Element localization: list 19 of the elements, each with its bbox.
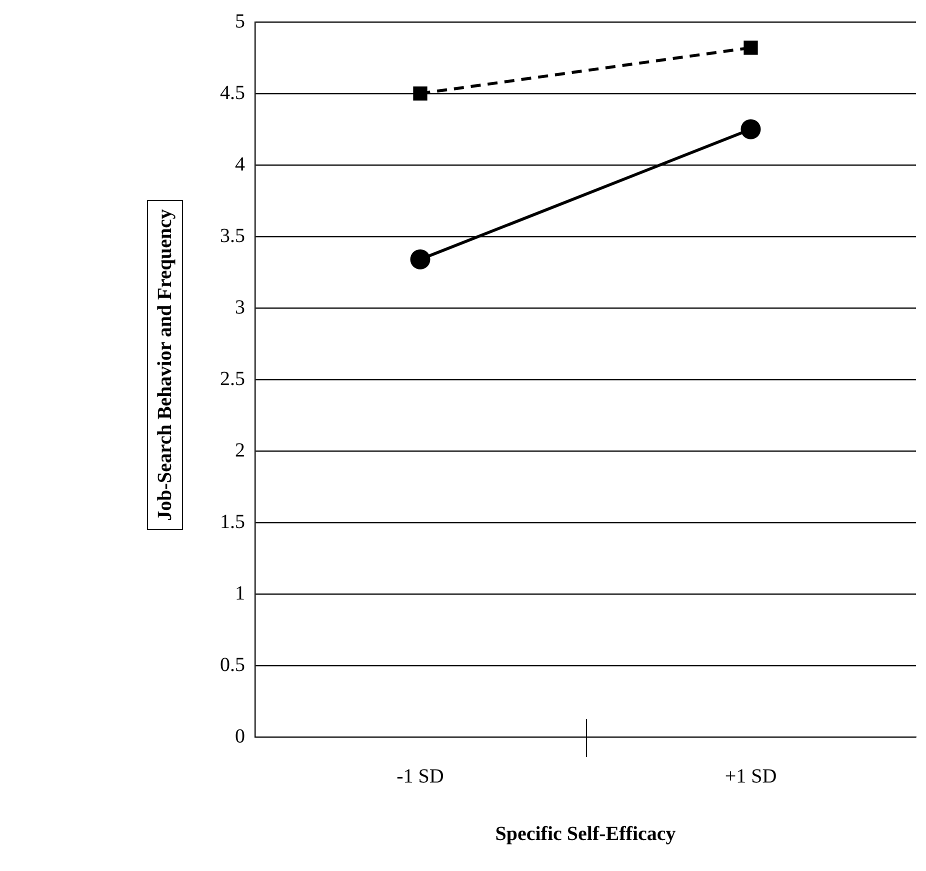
- y-tick-label: 1: [235, 582, 245, 604]
- x-tick-label: -1 SD: [396, 765, 444, 788]
- y-tick-label: 4.5: [220, 82, 245, 104]
- y-tick-label: 1.5: [220, 510, 245, 533]
- point: [744, 40, 758, 55]
- y-axis-title: Job-Search Behavior and Frequency: [147, 200, 183, 530]
- y-tick-label: 0.5: [220, 654, 245, 676]
- y-tick-label: 0: [235, 725, 245, 748]
- point: [413, 86, 428, 101]
- y-tick-label: 4: [235, 153, 245, 176]
- point: [740, 119, 761, 140]
- x-tick-label: +1 SD: [724, 765, 777, 788]
- point: [410, 249, 430, 270]
- y-tick-label: 5: [235, 10, 245, 32]
- y-tick-label: 2: [235, 439, 245, 462]
- x-axis-title: Specific Self-Efficacy: [495, 823, 676, 846]
- y-tick-label: 3: [235, 296, 245, 318]
- y-tick-label: 2.5: [220, 368, 245, 390]
- y-tick-label: 3.5: [220, 224, 245, 247]
